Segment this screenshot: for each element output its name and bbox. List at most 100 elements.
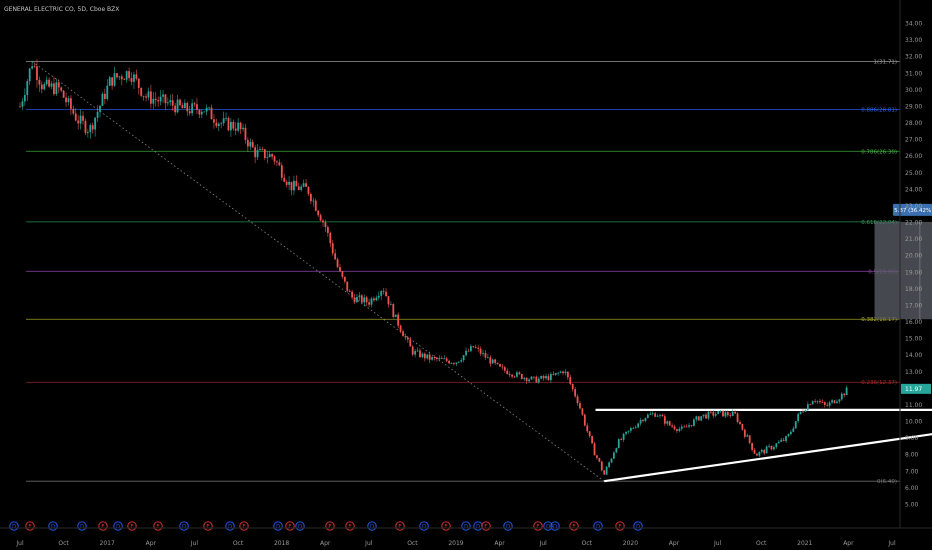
projection-label-bg — [892, 203, 932, 216]
candle-body — [280, 165, 283, 178]
candle-body — [620, 439, 623, 440]
candle-body — [84, 120, 87, 133]
x-tick-label: Apr — [843, 540, 854, 547]
y-tick-label: 25.00 — [905, 170, 922, 177]
candle-body — [375, 297, 378, 301]
candle-body — [528, 379, 530, 382]
candle-body — [804, 410, 807, 412]
candle-body — [756, 453, 758, 456]
candle-body — [489, 357, 492, 364]
candle-body — [23, 95, 26, 102]
candle-body — [176, 99, 179, 113]
candle-body — [845, 387, 848, 396]
event-marker-label: E — [572, 524, 575, 530]
candle-body — [695, 416, 698, 420]
candle-body — [501, 366, 504, 368]
earnings-marker — [441, 521, 451, 531]
candle-body — [406, 337, 409, 340]
candle-body — [329, 232, 332, 244]
candle-body — [431, 357, 434, 360]
dividend-marker — [419, 521, 429, 531]
candle-body — [438, 358, 441, 359]
candle-body — [833, 400, 836, 404]
candle-body — [268, 154, 271, 158]
candle-body — [263, 149, 266, 159]
candle-body — [811, 401, 814, 405]
candle-body — [697, 416, 700, 421]
candle-body — [210, 107, 213, 120]
price-axis[interactable]: 34.00 33.00 32.00 31.00 30.00 29.00 28.00 27.00… — [905, 21, 922, 509]
candle-body — [77, 120, 80, 124]
candle-body — [128, 71, 130, 79]
candle-body — [773, 447, 775, 450]
chart-title: GENERAL ELECTRIC CO, 5D, Cboe BZX — [4, 6, 119, 13]
candle-body — [789, 431, 792, 435]
candle-body — [707, 411, 710, 419]
candle-body — [45, 79, 48, 85]
dividend-marker — [503, 521, 513, 531]
candle-body — [113, 73, 116, 86]
time-axis[interactable]: Jul Oct 2017 Apr Jul Oct 2018 Apr Jul Oct 2019 Apr J… — [15, 540, 896, 547]
candle-body — [234, 128, 237, 131]
candle-body — [111, 77, 114, 86]
candle-body — [266, 157, 269, 159]
candle-body — [579, 403, 581, 409]
fib-label: 0.886(28.81) — [861, 108, 897, 114]
x-tick-label: 2019 — [448, 540, 463, 547]
fib-label: 0.382(16.17) — [861, 317, 897, 323]
candle-body — [494, 359, 497, 363]
candle-body — [683, 426, 686, 428]
candle-body — [416, 350, 419, 352]
candle-body — [724, 412, 727, 417]
candle-body — [627, 430, 630, 432]
candle-body — [816, 400, 819, 402]
event-marker-label: E — [328, 524, 331, 530]
y-tick-label: 28.00 — [905, 120, 922, 127]
candle-body — [314, 200, 317, 211]
candle-body — [513, 376, 516, 378]
candles — [19, 59, 848, 476]
candle-body — [380, 291, 383, 296]
dividend-marker — [461, 521, 471, 531]
candle-body — [414, 351, 417, 355]
candle-body — [181, 105, 184, 109]
event-marker-label: E — [484, 524, 487, 530]
dividend-marker — [48, 521, 58, 531]
x-tick-label: Jul — [713, 540, 722, 547]
candle-body — [237, 122, 240, 131]
y-tick-label: 8.00 — [905, 452, 919, 459]
candle-body — [455, 362, 458, 364]
last-price-marker: 11.97 — [901, 383, 931, 394]
candle-body — [479, 348, 482, 354]
y-tick-label: 9.00 — [905, 435, 919, 442]
candle-body — [86, 132, 89, 133]
y-tick-label: 30.00 — [905, 87, 922, 94]
candle-body — [593, 443, 596, 456]
candle-body — [300, 186, 303, 190]
y-tick-label: 26.00 — [905, 153, 922, 160]
candle-body — [120, 76, 123, 80]
candle-body — [346, 281, 349, 291]
x-tick-label: Apr — [320, 540, 331, 547]
event-marker-label: D — [12, 524, 16, 530]
candle-body — [615, 448, 618, 453]
candle-body — [118, 76, 121, 78]
candle-body — [334, 253, 337, 260]
candle-body — [460, 360, 463, 362]
candle-body — [440, 358, 443, 359]
dividend-marker — [633, 521, 643, 531]
candle-body — [736, 413, 739, 423]
event-marker-label: D — [51, 524, 55, 530]
candle-body — [768, 445, 770, 447]
candle-body — [227, 117, 230, 131]
candle-body — [663, 416, 666, 424]
candle-body — [159, 96, 162, 102]
x-tick-label: Apr — [146, 540, 157, 547]
candle-body — [404, 336, 407, 338]
event-marker-label: E — [101, 524, 104, 530]
x-tick-label: Jul — [190, 540, 199, 547]
candle-body — [831, 400, 833, 403]
candle-body — [763, 449, 766, 454]
